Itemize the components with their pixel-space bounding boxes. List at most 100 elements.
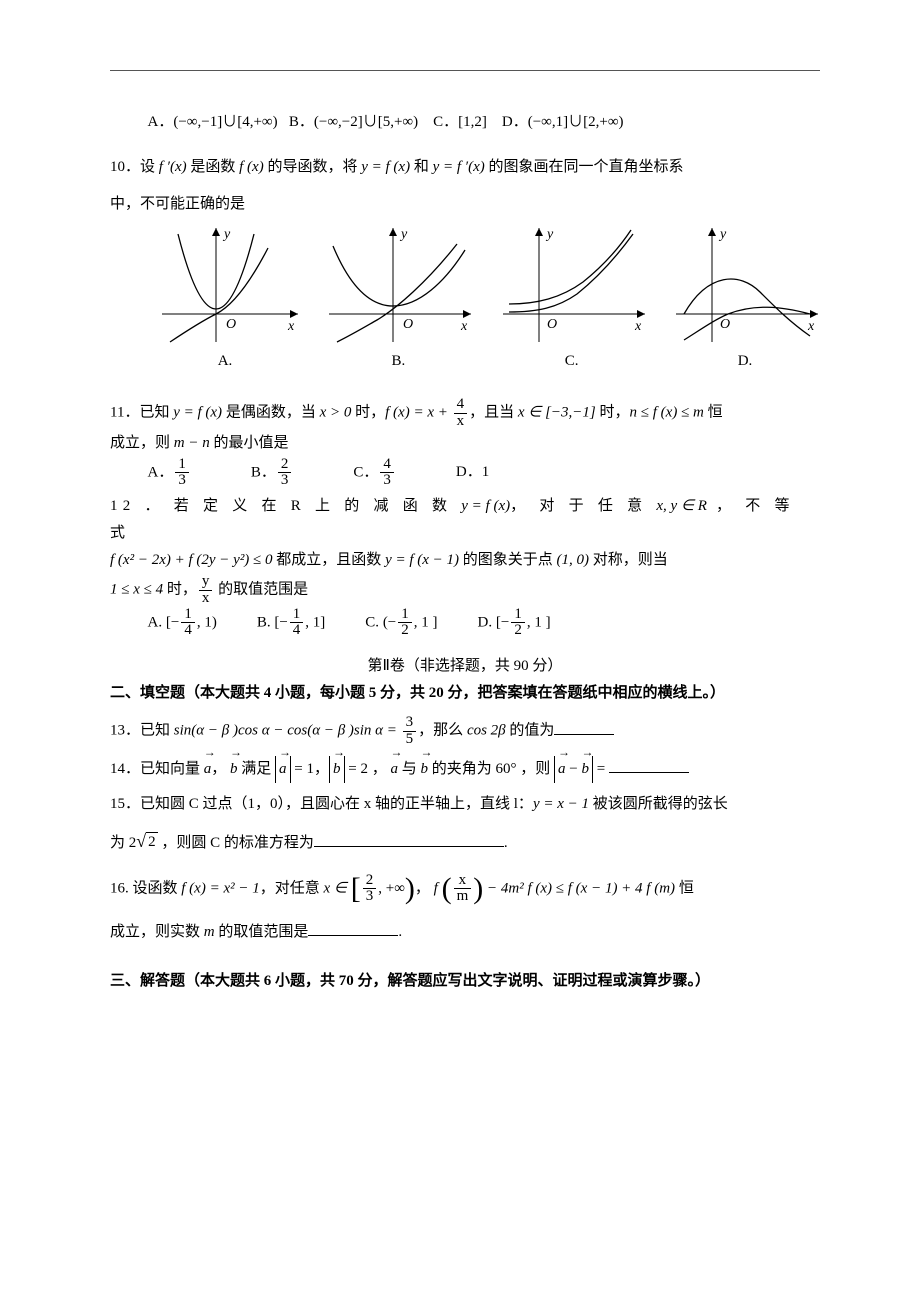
q12-ld: D. bbox=[478, 614, 496, 630]
q12-l3b: 时， bbox=[163, 582, 197, 598]
q16-ln: 2 bbox=[363, 873, 377, 890]
q12-dc: , 1 ] bbox=[527, 614, 551, 630]
q12-bd: 4 bbox=[290, 623, 304, 639]
q16-p1: 16. 设函数 bbox=[110, 880, 181, 896]
svg-text:y: y bbox=[399, 227, 408, 242]
q12: 12 ． 若 定 义 在 R 上 的 减 函 数 y = f (x)， 对 于 … bbox=[110, 493, 820, 639]
q16-xmn: x bbox=[454, 873, 472, 890]
q12-ac: , 1) bbox=[197, 614, 217, 630]
q12-yxd: x bbox=[199, 591, 213, 607]
q9-opt-c: [1,2] bbox=[458, 114, 487, 130]
q11-options: A．13 B．23 C．43 D．1 bbox=[110, 457, 820, 490]
q16-p4: 恒 bbox=[675, 880, 694, 896]
q11-f1n: 4 bbox=[454, 397, 468, 414]
left-bracket-icon: [ bbox=[351, 877, 361, 901]
sqrt-icon: √2 bbox=[136, 832, 157, 851]
q12-yxn: y bbox=[199, 574, 213, 591]
q16-hi: +∞ bbox=[386, 880, 405, 896]
q10-eq1: y = f (x) bbox=[361, 159, 410, 175]
q10-label-c: C. bbox=[497, 348, 647, 375]
q10-t1: 10．设 bbox=[110, 159, 159, 175]
q15-coef: 2 bbox=[129, 835, 137, 851]
q12-l2b: 都成立，且函数 bbox=[273, 552, 386, 568]
svg-text:y: y bbox=[222, 227, 231, 242]
q16-line2: 成立，则实数 m 的取值范围是. bbox=[110, 919, 820, 946]
q16-l2b: 的取值范围是 bbox=[215, 924, 309, 940]
q10-eq2: y = f ′(x) bbox=[433, 159, 485, 175]
q15-l1a: 15．已知圆 C 过点（1，0），且圆心在 x 轴的正半轴上，直线 l： bbox=[110, 796, 533, 812]
q12-cc: , 1 ] bbox=[414, 614, 438, 630]
q16-p2: ，对任意 bbox=[260, 880, 324, 896]
q9-opt-a: (−∞,−1]∪[4,+∞) bbox=[173, 114, 277, 130]
q10-t4: 的图象画在同一个直角坐标系 bbox=[485, 159, 684, 175]
q10-graph-c: O x y C. bbox=[497, 224, 647, 375]
q13-expr: sin(α − β )cos α − cos(α − β )sin α = bbox=[174, 723, 401, 739]
svg-text:x: x bbox=[807, 319, 815, 334]
q9-opt-b: (−∞,−2]∪[5,+∞) bbox=[314, 114, 418, 130]
q11-cond1: x > 0 bbox=[320, 405, 352, 421]
q14-p2a: ， bbox=[211, 761, 226, 777]
q14-eq: = bbox=[593, 761, 605, 777]
q15-l2a: 为 bbox=[110, 835, 129, 851]
q14: 14．已知向量 →a， →b 满足 →a = 1，→b = 2 ， →a 与 →… bbox=[110, 756, 820, 783]
q13-p3: 的值为 bbox=[506, 723, 555, 739]
q11-f1d: x bbox=[454, 414, 468, 430]
q11-cd: 3 bbox=[380, 473, 394, 489]
q12-ad: 4 bbox=[181, 623, 195, 639]
q15-line1: 15．已知圆 C 过点（1，0），且圆心在 x 轴的正半轴上，直线 l：y = … bbox=[110, 791, 820, 818]
svg-text:O: O bbox=[403, 317, 413, 332]
q12-l1a: 12 ． 若 定 义 在 R 上 的 减 函 数 bbox=[110, 498, 461, 514]
q10-t2: 是函数 bbox=[187, 159, 240, 175]
q14-p4: 与 bbox=[398, 761, 421, 777]
q10-graph-a: O x y A. bbox=[150, 224, 300, 375]
q10-stem-line2: 中，不可能正确的是 bbox=[110, 191, 820, 218]
q11-t6: 恒 bbox=[704, 405, 723, 421]
q13-p2: ，那么 bbox=[418, 723, 467, 739]
q14-a4: a bbox=[558, 761, 566, 777]
part2-sub: 二、填空题（本大题共 4 小题，每小题 5 分，共 20 分，把答案填在答题纸中… bbox=[110, 680, 820, 707]
q11-cn: 4 bbox=[380, 457, 394, 474]
q14-p1: 14．已知向量 bbox=[110, 761, 204, 777]
q11-t5: 时， bbox=[596, 405, 630, 421]
q12-line3: 1 ≤ x ≤ 4 时，yx 的取值范围是 bbox=[110, 574, 820, 607]
vec-b-1: →b bbox=[230, 756, 238, 783]
q13: 13．已知 sin(α − β )cos α − cos(α − β )sin … bbox=[110, 715, 820, 748]
q12-l3a: 1 ≤ x ≤ 4 bbox=[110, 582, 163, 598]
q12-options: A. [−14, 1) B. [−14, 1] C. (−12, 1 ] D. … bbox=[110, 607, 820, 640]
vec-a-3: →a bbox=[390, 756, 398, 783]
q11-line1: 11．已知 y = f (x) 是偶函数，当 x > 0 时，f (x) = x… bbox=[110, 397, 820, 430]
q11-an: 1 bbox=[175, 457, 189, 474]
q14-b3: b bbox=[421, 761, 429, 777]
q14-b4: b bbox=[581, 761, 589, 777]
q13-p1: 13．已知 bbox=[110, 723, 174, 739]
q12-line1: 12 ． 若 定 义 在 R 上 的 减 函 数 y = f (x)， 对 于 … bbox=[110, 493, 820, 547]
q12-bo: [− bbox=[274, 614, 287, 630]
q16-blank bbox=[308, 920, 398, 936]
q9-opt-d: (−∞,1]∪[2,+∞) bbox=[528, 114, 624, 130]
q12-dd: 2 bbox=[511, 623, 525, 639]
q14-b1: b bbox=[230, 761, 238, 777]
q16-l2a: 成立，则实数 bbox=[110, 924, 204, 940]
q9-options: A．(−∞,−1]∪[4,+∞) B．(−∞,−2]∪[5,+∞) C．[1,2… bbox=[110, 109, 820, 136]
svg-text:x: x bbox=[634, 319, 642, 334]
q12-l2eq: y = f (x − 1) bbox=[385, 552, 459, 568]
q12-lb: B. bbox=[257, 614, 275, 630]
q10-and: 和 bbox=[410, 159, 433, 175]
q14-a3: a bbox=[390, 761, 398, 777]
q12-ao: [− bbox=[166, 614, 179, 630]
q12-lc: C. bbox=[365, 614, 383, 630]
q14-a2: a bbox=[279, 761, 287, 777]
q12-la: A. bbox=[148, 614, 166, 630]
page-top-rule bbox=[110, 70, 820, 71]
q11-t4: ，且当 bbox=[469, 405, 518, 421]
q11-bn: 2 bbox=[278, 457, 292, 474]
q11-ineq: n ≤ f (x) ≤ m bbox=[630, 405, 704, 421]
q15-line2: 为 2√2 ，则圆 C 的标准方程为. bbox=[110, 830, 820, 857]
q16: 16. 设函数 f (x) = x² − 1，对任意 x ∈ [23, +∞)，… bbox=[110, 873, 820, 947]
right-paren-icon: ) bbox=[405, 877, 415, 901]
q12-l2a: f (x² − 2x) + f (2y − y²) ≤ 0 bbox=[110, 552, 273, 568]
q12-bc: , 1] bbox=[305, 614, 325, 630]
q11-int: x ∈ [−3,−1] bbox=[518, 405, 596, 421]
q10-stem-line1: 10．设 f ′(x) 是函数 f (x) 的导函数，将 y = f (x) 和… bbox=[110, 154, 820, 181]
part2-title: 第Ⅱ卷（非选择题，共 90 分） bbox=[110, 653, 820, 680]
